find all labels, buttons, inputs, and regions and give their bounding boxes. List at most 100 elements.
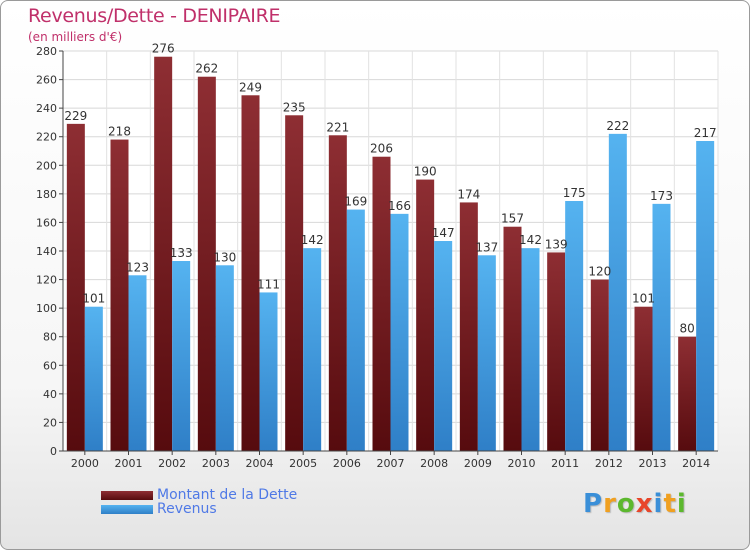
x-tick-label: 2001 [115,457,143,470]
bar-dette [66,123,85,451]
x-tick-label: 2004 [246,457,274,470]
data-label-dette: 80 [680,322,695,336]
y-tick-label: 180 [36,188,57,201]
bar-dette [328,135,347,452]
bar-revenus [434,241,453,451]
data-label-revenus: 142 [519,233,542,247]
y-tick-label: 240 [36,102,57,115]
x-tick-label: 2013 [639,457,667,470]
bar-revenus [390,213,409,451]
data-label-revenus: 137 [475,240,498,254]
y-tick-label: 20 [43,416,57,429]
y-tick-label: 40 [43,388,57,401]
bar-dette [372,156,391,451]
bar-revenus [696,141,715,451]
chart-title: Revenus/Dette - DENIPAIRE [28,5,281,27]
x-tick-label: 2014 [682,457,710,470]
bar-revenus [259,292,278,451]
bar-revenus [215,265,234,451]
y-tick-label: 220 [36,131,57,144]
y-tick-label: 140 [36,245,57,258]
chart-subtitle: (en milliers d'€) [28,30,123,44]
y-tick-label: 0 [50,445,57,458]
x-tick-label: 2000 [71,457,99,470]
data-label-dette: 218 [108,125,131,139]
data-label-dette: 249 [239,80,262,94]
bar-revenus [172,261,191,451]
bar-revenus [565,201,584,451]
data-label-dette: 235 [283,100,306,114]
data-label-dette: 262 [195,62,218,76]
x-tick-label: 2009 [464,457,492,470]
data-label-dette: 174 [457,187,480,201]
y-tick-label: 100 [36,302,57,315]
legend-item-debt: Montant de la Dette [101,487,297,503]
x-tick-label: 2005 [289,457,317,470]
data-label-dette: 101 [632,292,655,306]
x-tick-label: 2008 [420,457,448,470]
data-label-revenus: 173 [650,189,673,203]
logo-letter: r [603,489,617,519]
logo-letter: P [583,489,604,519]
data-label-dette: 221 [326,120,349,134]
bar-revenus [303,248,322,451]
x-tick-label: 2012 [595,457,623,470]
bar-revenus [84,306,103,451]
x-tick-label: 2006 [333,457,361,470]
x-tick-label: 2011 [551,457,579,470]
bar-dette [459,202,478,451]
x-tick-label: 2003 [202,457,230,470]
bar-dette [154,56,173,451]
data-label-dette: 139 [545,237,568,251]
bar-dette [416,179,435,452]
bar-revenus [652,203,671,451]
bar-dette [547,252,566,451]
proxiti-logo: Proxiti [583,489,687,519]
x-tick-label: 2007 [377,457,405,470]
data-label-revenus: 166 [388,199,411,213]
logo-letter: i [676,489,687,519]
bar-dette [197,76,216,451]
bar-revenus [608,133,627,451]
logo-letter: t [663,489,677,519]
y-tick-label: 120 [36,274,57,287]
data-label-dette: 157 [501,212,524,226]
bar-revenus [128,275,147,451]
bar-dette [590,279,609,451]
data-label-dette: 229 [64,109,87,123]
data-label-revenus: 101 [82,292,105,306]
data-label-dette: 276 [152,42,175,56]
legend-swatch-revenus [101,504,153,514]
data-label-dette: 206 [370,142,393,156]
data-label-revenus: 169 [344,195,367,209]
data-label-revenus: 222 [606,119,629,133]
legend-label-revenus: Revenus [157,501,217,517]
y-tick-label: 200 [36,159,57,172]
legend-swatch-debt [101,490,153,500]
data-label-revenus: 142 [301,233,324,247]
bar-revenus [346,209,365,451]
data-label-dette: 190 [414,165,437,179]
bar-dette [678,336,697,451]
x-tick-label: 2010 [508,457,536,470]
data-label-revenus: 147 [432,226,455,240]
bar-dette [241,95,260,452]
data-label-revenus: 111 [257,277,280,291]
data-label-revenus: 175 [563,186,586,200]
bar-dette [634,306,653,451]
logo-letter: i [653,489,664,519]
legend-label-debt: Montant de la Dette [157,487,298,503]
logo-letter: o [616,489,636,519]
data-label-dette: 120 [588,265,611,279]
y-tick-label: 160 [36,216,57,229]
bar-revenus [477,255,496,451]
bar-revenus [521,248,540,451]
bar-dette [503,226,522,451]
x-tick-label: 2002 [158,457,186,470]
data-label-revenus: 130 [213,250,236,264]
data-label-revenus: 123 [126,260,149,274]
y-tick-label: 260 [36,74,57,87]
y-tick-label: 60 [43,359,57,372]
legend-item-revenus: Revenus [101,501,217,517]
